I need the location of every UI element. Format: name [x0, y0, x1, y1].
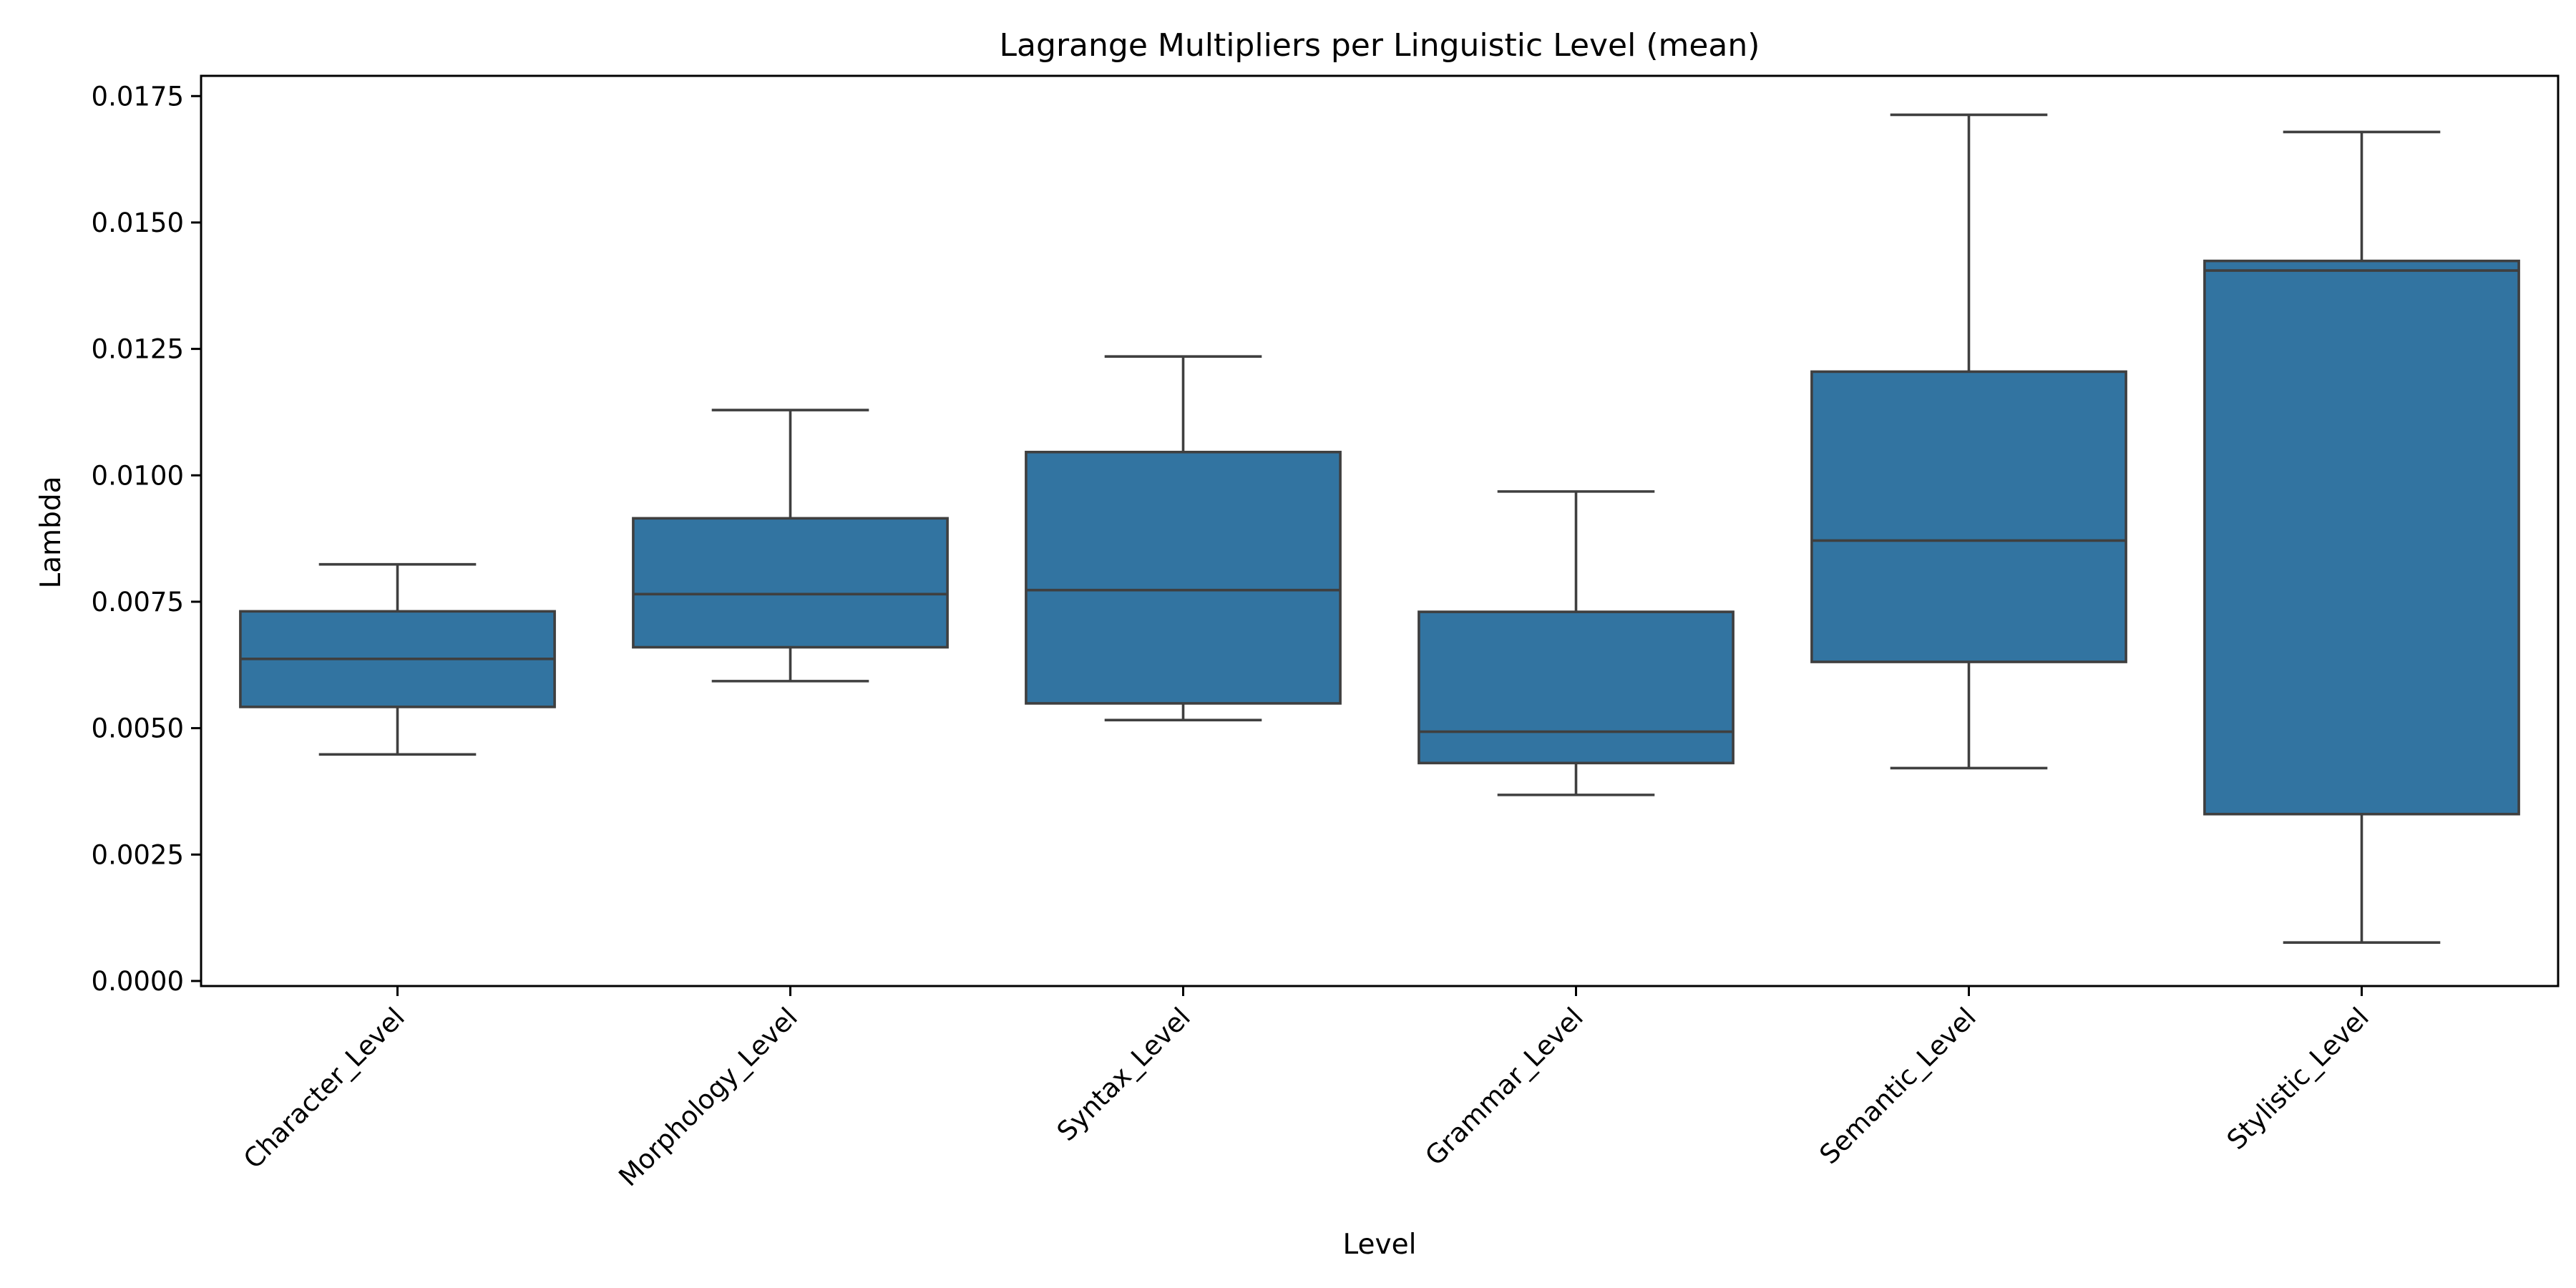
y-tick-label: 0.0000	[92, 966, 184, 997]
axes-frame	[200, 74, 2560, 987]
y-tick-label: 0.0175	[92, 81, 184, 112]
y-tick-label: 0.0125	[92, 334, 184, 365]
y-tick-label: 0.0150	[92, 208, 184, 238]
box-iqr	[2203, 259, 2520, 816]
box-iqr	[1810, 370, 2127, 663]
y-tick-label: 0.0025	[92, 839, 184, 870]
chart-title: Lagrange Multipliers per Linguistic Leve…	[1000, 27, 1760, 64]
y-axis-label: Lambda	[35, 476, 67, 588]
y-tick-label: 0.0100	[92, 460, 184, 491]
y-tick-label: 0.0075	[92, 587, 184, 618]
box-iqr	[632, 517, 949, 649]
box-iqr	[1025, 450, 1342, 705]
y-tick-label: 0.0050	[92, 713, 184, 744]
box-iqr	[1418, 610, 1735, 765]
x-axis-label: Level	[1343, 1229, 1417, 1261]
